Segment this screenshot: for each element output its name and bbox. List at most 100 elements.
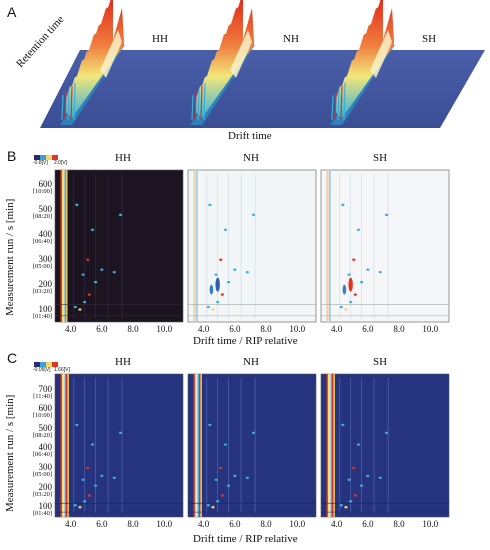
panel-a-spike <box>337 88 340 121</box>
panel-c-sample-hh: HH <box>115 356 131 368</box>
peak-spot <box>73 305 77 309</box>
peak-spot <box>208 203 212 207</box>
rip-band-stripe <box>63 374 65 517</box>
rip-band-stripe <box>196 374 198 517</box>
panel-b-colorbar <box>34 155 58 160</box>
panel-c-sample-nh: NH <box>243 356 259 368</box>
ytick-label: 600 <box>38 178 53 189</box>
panel-c-legend-min: -0.05[V] <box>33 367 51 373</box>
peak-spot <box>356 228 361 232</box>
panel-b-sample-sh: SH <box>373 152 388 164</box>
ytick-sublabel: [06:40] <box>32 451 52 459</box>
peak-spot <box>378 270 382 274</box>
xtick-label: 10.0 <box>422 324 439 334</box>
peak-spot <box>81 478 85 481</box>
peak-spot <box>220 494 224 497</box>
peak-spot <box>352 466 356 470</box>
heatmap-frame <box>320 373 450 518</box>
ytick-label: 100 <box>38 303 53 314</box>
ytick-label: 700 <box>38 383 53 394</box>
ytick-label: 500 <box>38 203 53 214</box>
peak-spot-major <box>215 277 220 292</box>
panel-a-spike <box>203 82 206 121</box>
panel-b-ylabel: Measurement run / s [min] <box>4 198 16 316</box>
ytick-label: 400 <box>38 228 53 239</box>
panel-c-sample-sh: SH <box>373 356 388 368</box>
peak-spot <box>344 506 348 509</box>
peak-spot <box>356 443 361 446</box>
rip-band-stripe <box>329 170 331 322</box>
peak-spot <box>339 305 343 309</box>
peak-spot <box>100 268 104 271</box>
panel-c-xlabel: Drift time / RIP relative <box>193 533 298 545</box>
xtick-label: 10.0 <box>422 519 439 529</box>
peak-spot <box>206 305 210 309</box>
heatmap-frame <box>320 169 450 323</box>
panel-a-spike <box>64 91 67 121</box>
xtick-label: 8.0 <box>127 324 139 334</box>
heatmap-nh <box>187 373 317 518</box>
peak-spot <box>347 273 351 276</box>
panel-a-spike <box>197 88 200 121</box>
peak-spot <box>216 500 220 503</box>
peak-spot <box>233 268 237 271</box>
panel-b-legend-max: 2.0[V] <box>54 160 68 166</box>
rip-band-stripe <box>199 374 201 517</box>
panel-c-legend-max: 1.66[V] <box>54 367 70 373</box>
xtick-label: 8.0 <box>127 519 139 529</box>
ytick-sublabel: [01:40] <box>32 510 52 518</box>
panel-a-sheen <box>100 30 122 78</box>
panel-a-spike <box>191 94 194 121</box>
xtick-label: 6.0 <box>96 324 108 334</box>
panel-a-spike <box>200 85 203 121</box>
rip-band-stripe <box>193 374 195 517</box>
panel-c-heatmaps <box>54 373 450 518</box>
xtick-label: 10.0 <box>289 519 306 529</box>
panel-a-spike <box>67 88 70 121</box>
ytick-sublabel: [05:00] <box>32 471 52 479</box>
panel-a-peak-ridge <box>65 0 124 118</box>
ytick-label: 400 <box>38 442 53 453</box>
peak-spot <box>214 273 218 276</box>
heatmap-frame <box>54 373 184 518</box>
peak-spot <box>100 474 104 478</box>
peak-spot <box>226 280 231 284</box>
peak-spot <box>226 484 231 487</box>
xtick-label: 6.0 <box>362 519 374 529</box>
peak-spot <box>349 500 353 503</box>
ytick-sublabel: [01:40] <box>32 312 52 320</box>
panel-letter-b: B <box>7 148 17 164</box>
ytick-sublabel: [08:20] <box>32 431 52 439</box>
rip-band-stripe <box>196 170 198 322</box>
peak-spot <box>87 293 91 296</box>
rip-band-stripe <box>197 374 200 517</box>
peak-spot <box>90 443 95 446</box>
rip-band-stripe <box>61 374 64 517</box>
peak-spot <box>378 476 382 480</box>
rip-band-stripe <box>61 170 64 322</box>
ytick-sublabel: [10:00] <box>32 412 52 420</box>
peak-spot <box>90 228 95 232</box>
ytick-label: 500 <box>38 422 53 433</box>
xtick-label: 10.0 <box>156 519 173 529</box>
panel-letter-c: C <box>7 350 18 366</box>
panel-a-spike <box>340 85 343 121</box>
rip-band-stripe <box>194 170 197 322</box>
panel-a-peak-ridge <box>335 0 394 118</box>
heatmap-sh <box>320 373 450 518</box>
rip-band-stripe <box>200 374 202 517</box>
xtick-label: 4.0 <box>330 519 343 529</box>
xtick-label: 6.0 <box>229 324 241 334</box>
peak-spot <box>347 478 351 481</box>
heatmap-hh <box>54 373 184 518</box>
xtick-label: 4.0 <box>197 519 210 529</box>
ytick-label: 300 <box>38 462 53 473</box>
ytick-sublabel: [08:20] <box>32 212 52 220</box>
xtick-label: 6.0 <box>229 519 241 529</box>
peak-spot <box>86 258 90 261</box>
xtick-label: 10.0 <box>289 324 306 334</box>
peak-spot <box>216 300 220 304</box>
ytick-sublabel: [06:40] <box>32 237 52 245</box>
peak-spot <box>75 203 79 207</box>
panel-a-peak-groups <box>60 0 395 125</box>
